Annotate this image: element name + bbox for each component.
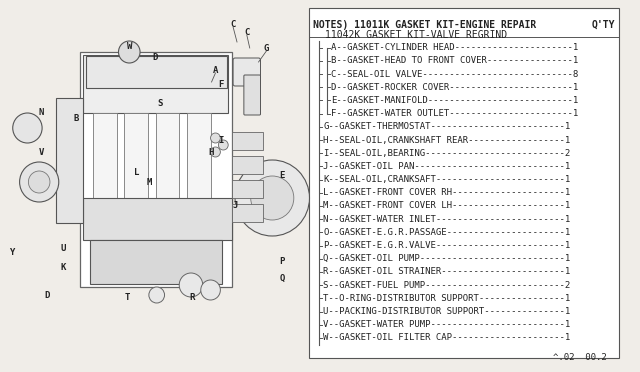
FancyBboxPatch shape — [232, 204, 264, 222]
Text: M: M — [146, 177, 152, 186]
Circle shape — [211, 133, 220, 143]
Text: H--SEAL-OIL,CRANKSHAFT REAR------------------1: H--SEAL-OIL,CRANKSHAFT REAR-------------… — [323, 135, 570, 144]
Circle shape — [13, 113, 42, 143]
Text: B--GASKET-HEAD TO FRONT COVER----------------1: B--GASKET-HEAD TO FRONT COVER-----------… — [331, 56, 579, 65]
Text: Q: Q — [280, 273, 285, 282]
Text: F: F — [219, 80, 224, 89]
Text: G--GASKET-THERMOSTAT-------------------------1: G--GASKET-THERMOSTAT--------------------… — [323, 122, 570, 131]
Text: J--GASKET-OIL PAN----------------------------1: J--GASKET-OIL PAN-----------------------… — [323, 162, 570, 171]
FancyBboxPatch shape — [86, 56, 227, 88]
Circle shape — [218, 140, 228, 150]
FancyBboxPatch shape — [56, 98, 83, 223]
FancyBboxPatch shape — [124, 113, 148, 198]
FancyBboxPatch shape — [80, 52, 232, 287]
Text: R: R — [189, 294, 195, 302]
Text: E--GASKET-MANIFOLD---------------------------1: E--GASKET-MANIFOLD----------------------… — [331, 96, 579, 105]
Text: L: L — [134, 167, 140, 176]
Text: T--O-RING-DISTRIBUTOR SUPPORT----------------1: T--O-RING-DISTRIBUTOR SUPPORT-----------… — [323, 294, 570, 303]
Text: W--GASKET-OIL FILTER CAP---------------------1: W--GASKET-OIL FILTER CAP----------------… — [323, 334, 570, 343]
FancyBboxPatch shape — [83, 55, 228, 113]
Text: C--SEAL-OIL VALVE----------------------------8: C--SEAL-OIL VALVE-----------------------… — [331, 70, 579, 78]
Circle shape — [179, 273, 203, 297]
FancyBboxPatch shape — [187, 113, 211, 198]
Text: E: E — [280, 170, 285, 180]
Text: N--GASKET-WATER INLET------------------------1: N--GASKET-WATER INLET-------------------… — [323, 215, 570, 224]
Text: F--GASKET-WATER OUTLET-----------------------1: F--GASKET-WATER OUTLET------------------… — [331, 109, 579, 118]
Text: C: C — [230, 19, 236, 29]
Text: M--GASKET-FRONT COVER LH---------------------1: M--GASKET-FRONT COVER LH----------------… — [323, 202, 570, 211]
Circle shape — [28, 171, 50, 193]
Circle shape — [235, 160, 310, 236]
Text: A: A — [212, 65, 218, 74]
Text: G: G — [264, 44, 269, 52]
Text: V--GASKET-WATER PUMP-------------------------1: V--GASKET-WATER PUMP--------------------… — [323, 320, 570, 329]
FancyBboxPatch shape — [232, 156, 264, 174]
FancyBboxPatch shape — [156, 113, 179, 198]
Text: V: V — [38, 148, 44, 157]
Text: A--GASKET-CYLINDER HEAD----------------------1: A--GASKET-CYLINDER HEAD-----------------… — [331, 43, 579, 52]
FancyBboxPatch shape — [93, 113, 116, 198]
Text: Q--GASKET-OIL PUMP---------------------------1: Q--GASKET-OIL PUMP----------------------… — [323, 254, 570, 263]
Circle shape — [20, 162, 59, 202]
Text: NOTES) 11011K GASKET KIT-ENGINE REPAIR: NOTES) 11011K GASKET KIT-ENGINE REPAIR — [314, 20, 537, 30]
Text: Q'TY: Q'TY — [591, 20, 615, 30]
Text: L--GASKET-FRONT COVER RH---------------------1: L--GASKET-FRONT COVER RH----------------… — [323, 188, 570, 197]
Text: O--GASKET-E.G.R.PASSAGE----------------------1: O--GASKET-E.G.R.PASSAGE-----------------… — [323, 228, 570, 237]
FancyBboxPatch shape — [232, 132, 264, 150]
Text: P--GASKET-E.G.R.VALVE------------------------1: P--GASKET-E.G.R.VALVE-------------------… — [323, 241, 570, 250]
Text: ^.02  00.2: ^.02 00.2 — [554, 353, 607, 362]
Text: S: S — [157, 99, 163, 108]
Text: N: N — [38, 108, 44, 116]
Text: H: H — [209, 148, 214, 157]
Circle shape — [201, 280, 220, 300]
Text: I--SEAL-OIL,BEARING--------------------------2: I--SEAL-OIL,BEARING---------------------… — [323, 149, 570, 158]
Text: Y: Y — [9, 247, 15, 257]
Circle shape — [251, 176, 294, 220]
Circle shape — [118, 41, 140, 63]
Text: R--GASKET-OIL STRAINER-----------------------1: R--GASKET-OIL STRAINER------------------… — [323, 267, 570, 276]
Text: I: I — [219, 135, 224, 144]
Text: K: K — [61, 263, 67, 273]
Text: D: D — [152, 52, 157, 61]
FancyBboxPatch shape — [244, 75, 260, 115]
Text: T: T — [125, 294, 130, 302]
Text: J: J — [232, 201, 237, 209]
Text: 11042K GASKET KIT-VALVE REGRIND: 11042K GASKET KIT-VALVE REGRIND — [325, 30, 508, 40]
FancyBboxPatch shape — [83, 198, 232, 240]
Text: U--PACKING-DISTRIBUTOR SUPPORT---------------1: U--PACKING-DISTRIBUTOR SUPPORT----------… — [323, 307, 570, 316]
FancyBboxPatch shape — [232, 180, 264, 198]
Text: D: D — [44, 291, 50, 299]
FancyBboxPatch shape — [310, 8, 619, 358]
FancyBboxPatch shape — [90, 240, 222, 284]
Text: K--SEAL-OIL,CRANKSAFT------------------------1: K--SEAL-OIL,CRANKSAFT-------------------… — [323, 175, 570, 184]
Circle shape — [149, 287, 164, 303]
Text: D--GASKET-ROCKER COVER-----------------------1: D--GASKET-ROCKER COVER------------------… — [331, 83, 579, 92]
Text: U: U — [61, 244, 67, 253]
Text: C: C — [244, 28, 250, 36]
Text: S--GASKET-FUEL PUMP--------------------------2: S--GASKET-FUEL PUMP---------------------… — [323, 281, 570, 290]
Text: P: P — [280, 257, 285, 266]
FancyBboxPatch shape — [233, 58, 260, 86]
Circle shape — [211, 147, 220, 157]
Text: B: B — [74, 113, 79, 122]
Text: W: W — [127, 42, 132, 51]
